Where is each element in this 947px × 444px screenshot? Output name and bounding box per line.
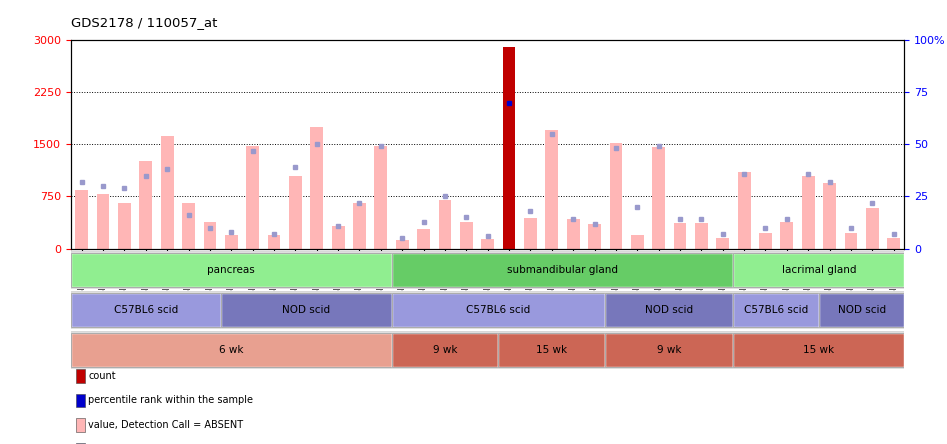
Bar xyxy=(733,333,904,367)
Bar xyxy=(759,234,772,249)
Text: GDS2178 / 110057_at: GDS2178 / 110057_at xyxy=(71,16,218,29)
Bar xyxy=(221,293,391,327)
Bar xyxy=(71,253,391,287)
Bar xyxy=(353,203,366,249)
Bar xyxy=(733,293,819,327)
Bar xyxy=(819,293,904,327)
Text: 6 wk: 6 wk xyxy=(219,345,243,355)
Bar xyxy=(268,235,280,249)
Bar xyxy=(738,172,751,249)
Bar xyxy=(498,333,605,367)
Bar xyxy=(438,200,452,249)
Bar xyxy=(733,293,819,327)
Bar xyxy=(845,233,857,249)
Bar xyxy=(866,208,879,249)
Bar xyxy=(374,147,387,249)
Bar xyxy=(887,238,900,249)
Bar xyxy=(224,235,238,249)
Bar xyxy=(823,183,836,249)
Text: NOD scid: NOD scid xyxy=(837,305,885,315)
Text: C57BL6 scid: C57BL6 scid xyxy=(114,305,178,315)
Bar xyxy=(391,253,733,287)
Text: 15 wk: 15 wk xyxy=(536,345,567,355)
Bar xyxy=(391,333,498,367)
Text: count: count xyxy=(88,371,116,381)
Bar xyxy=(118,203,131,249)
Bar xyxy=(182,203,195,249)
Bar xyxy=(780,222,794,249)
Bar xyxy=(819,293,904,327)
Bar xyxy=(716,238,729,249)
Bar xyxy=(76,190,88,249)
Bar xyxy=(289,176,302,249)
Bar xyxy=(391,293,605,327)
Text: submandibular gland: submandibular gland xyxy=(507,265,618,275)
Bar xyxy=(71,253,391,287)
Bar xyxy=(311,127,323,249)
Text: lacrimal gland: lacrimal gland xyxy=(781,265,856,275)
Bar xyxy=(733,333,904,367)
Text: C57BL6 scid: C57BL6 scid xyxy=(466,305,530,315)
Bar xyxy=(605,293,733,327)
Bar xyxy=(396,240,409,249)
Text: 15 wk: 15 wk xyxy=(803,345,834,355)
Bar xyxy=(524,218,537,249)
Bar xyxy=(204,222,216,249)
Bar xyxy=(652,147,665,249)
Bar xyxy=(545,131,558,249)
Bar xyxy=(498,333,605,367)
Bar xyxy=(610,143,622,249)
Bar xyxy=(605,293,733,327)
Bar xyxy=(391,333,498,367)
Text: pancreas: pancreas xyxy=(207,265,255,275)
Bar xyxy=(802,176,814,249)
Bar xyxy=(460,222,473,249)
Text: NOD scid: NOD scid xyxy=(645,305,693,315)
Bar xyxy=(605,333,733,367)
Bar xyxy=(246,146,259,249)
Bar xyxy=(588,224,601,249)
Bar xyxy=(733,253,904,287)
Bar xyxy=(418,229,430,249)
Text: value, Detection Call = ABSENT: value, Detection Call = ABSENT xyxy=(88,420,243,430)
Bar xyxy=(71,333,391,367)
Text: percentile rank within the sample: percentile rank within the sample xyxy=(88,396,253,405)
Bar xyxy=(481,239,494,249)
Bar xyxy=(221,293,391,327)
Bar xyxy=(71,293,221,327)
Bar xyxy=(161,136,173,249)
Bar xyxy=(733,253,904,287)
Text: 9 wk: 9 wk xyxy=(433,345,457,355)
Bar xyxy=(391,253,733,287)
Bar xyxy=(71,293,221,327)
Bar xyxy=(503,47,515,249)
Bar xyxy=(566,219,580,249)
Bar xyxy=(673,223,687,249)
Bar xyxy=(331,226,345,249)
Bar xyxy=(631,235,644,249)
Bar xyxy=(139,161,152,249)
Bar xyxy=(695,223,707,249)
Bar xyxy=(97,194,110,249)
Bar xyxy=(605,333,733,367)
Text: NOD scid: NOD scid xyxy=(282,305,331,315)
Bar xyxy=(71,333,391,367)
Text: 9 wk: 9 wk xyxy=(657,345,682,355)
Text: C57BL6 scid: C57BL6 scid xyxy=(744,305,809,315)
Bar xyxy=(391,293,605,327)
